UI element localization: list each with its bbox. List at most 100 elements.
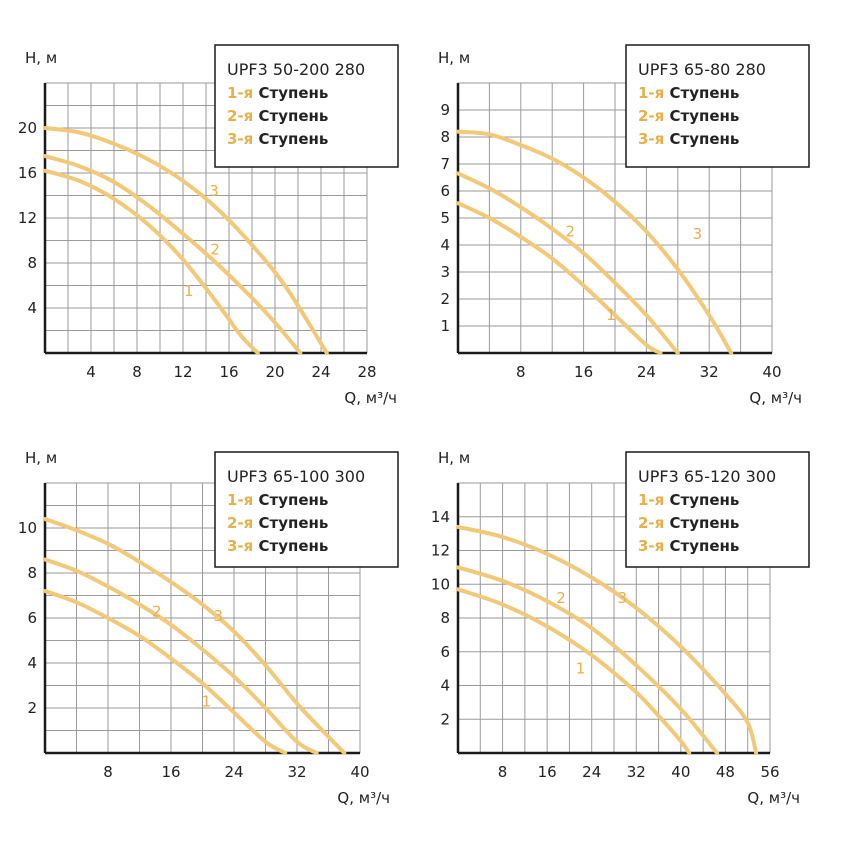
- legend-item-text: Ступень: [253, 107, 328, 125]
- legend-item-text: Ступень: [664, 514, 739, 532]
- legend-item-text: Ступень: [664, 84, 739, 102]
- y-tick-label: 10: [431, 575, 450, 593]
- series-label-1: 1: [202, 692, 212, 710]
- legend-title: UPF3 65-80 280: [638, 60, 766, 79]
- series-label-2: 2: [565, 223, 575, 241]
- y-axis-title: H, м: [25, 49, 57, 67]
- series-line-3: [456, 524, 759, 755]
- y-tick-label: 12: [18, 209, 37, 227]
- y-tick-label: 2: [440, 290, 450, 308]
- series-label-1: 1: [606, 306, 616, 324]
- legend-item-text: Ступень: [253, 84, 328, 102]
- legend-item-text: Ступень: [253, 130, 328, 148]
- x-tick-label: 8: [516, 363, 526, 381]
- x-tick-label: 12: [173, 363, 192, 381]
- x-axis-title: Q, м³/ч: [749, 389, 802, 407]
- legend-item-prefix: 2-я: [227, 514, 253, 532]
- legend-item-text: Ступень: [664, 130, 739, 148]
- legend-item: 3-я Ступень: [227, 130, 328, 148]
- series-label-2: 2: [210, 241, 220, 259]
- legend-item-prefix: 2-я: [638, 107, 664, 125]
- x-tick-label: 8: [103, 763, 113, 781]
- legend-item: 2-я Ступень: [227, 107, 328, 125]
- y-tick-label: 4: [27, 654, 37, 672]
- y-tick-label: 8: [440, 609, 450, 627]
- y-tick-label: 7: [440, 155, 450, 173]
- series-line-1: [456, 201, 663, 355]
- x-axis-title: Q, м³/ч: [337, 789, 390, 807]
- y-axis-title: H, м: [438, 449, 470, 467]
- x-axis-title: Q, м³/ч: [747, 789, 800, 807]
- legend-item-prefix: 1-я: [227, 491, 253, 509]
- y-tick-label: 9: [440, 101, 450, 119]
- x-tick-label: 24: [637, 363, 656, 381]
- y-tick-label: 6: [440, 182, 450, 200]
- x-tick-label: 8: [132, 363, 142, 381]
- legend-item: 3-я Ступень: [227, 537, 328, 555]
- x-tick-label: 16: [219, 363, 238, 381]
- legend-item-text: Ступень: [664, 491, 739, 509]
- x-tick-label: 40: [350, 763, 369, 781]
- legend-item-text: Ступень: [664, 107, 739, 125]
- y-tick-label: 8: [440, 128, 450, 146]
- legend-item-prefix: 2-я: [638, 514, 664, 532]
- x-tick-label: 24: [582, 763, 601, 781]
- legend-item-text: Ступень: [253, 514, 328, 532]
- y-tick-label: 4: [440, 236, 450, 254]
- series-line-1: [43, 589, 288, 755]
- x-axis-title: Q, м³/ч: [344, 389, 397, 407]
- legend-item-text: Ступень: [664, 537, 739, 555]
- y-tick-label: 12: [431, 542, 450, 560]
- legend-box: [214, 451, 399, 568]
- chart-panel: 8 16 24 32 40 1 2 3 4 5 6 7 8 9 H, м Q, м³/ч 1 2 3 UPF3 65-…: [438, 44, 810, 407]
- y-tick-label: 2: [27, 699, 37, 717]
- series-line-3: [43, 126, 329, 355]
- y-tick-label: 5: [440, 209, 450, 227]
- series-line-2: [43, 154, 303, 355]
- series-label-2: 2: [152, 602, 162, 620]
- legend-title: UPF3 65-120 300: [638, 467, 776, 486]
- legend-box: [214, 44, 399, 168]
- x-tick-label: 4: [86, 363, 96, 381]
- series-label-3: 3: [693, 225, 703, 243]
- legend-item-prefix: 2-я: [227, 107, 253, 125]
- legend-item: 2-я Ступень: [227, 514, 328, 532]
- x-tick-label: 8: [498, 763, 508, 781]
- y-tick-label: 4: [440, 677, 450, 695]
- series-line-2: [456, 171, 680, 355]
- series-label-1: 1: [184, 282, 194, 300]
- legend-item: 2-я Ступень: [638, 107, 739, 125]
- legend-item: 1-я Ступень: [227, 491, 328, 509]
- x-tick-label: 16: [161, 763, 180, 781]
- legend-item-prefix: 3-я: [638, 537, 664, 555]
- series-line-1: [456, 587, 692, 755]
- y-tick-label: 3: [440, 263, 450, 281]
- y-tick-label: 2: [440, 710, 450, 728]
- y-tick-label: 8: [27, 254, 37, 272]
- legend-item-prefix: 1-я: [638, 84, 664, 102]
- x-tick-label: 32: [287, 763, 306, 781]
- series-line-2: [43, 557, 319, 755]
- series-line-1: [43, 168, 260, 355]
- y-axis-title: H, м: [25, 449, 57, 467]
- legend-item-prefix: 3-я: [638, 130, 664, 148]
- legend-title: UPF3 65-100 300: [227, 467, 365, 486]
- legend-item: 2-я Ступень: [638, 514, 739, 532]
- series-line-2: [456, 565, 720, 755]
- x-tick-label: 16: [538, 763, 557, 781]
- series-label-3: 3: [618, 589, 628, 607]
- series-label-2: 2: [556, 589, 566, 607]
- legend-item: 1-я Ступень: [638, 491, 739, 509]
- series-label-3: 3: [209, 182, 219, 200]
- series-label-3: 3: [213, 607, 223, 625]
- y-tick-label: 20: [18, 119, 37, 137]
- x-tick-label: 28: [357, 363, 376, 381]
- y-tick-label: 14: [431, 508, 450, 526]
- series-line-3: [43, 517, 347, 755]
- legend-item-prefix: 3-я: [227, 537, 253, 555]
- x-tick-label: 40: [762, 363, 781, 381]
